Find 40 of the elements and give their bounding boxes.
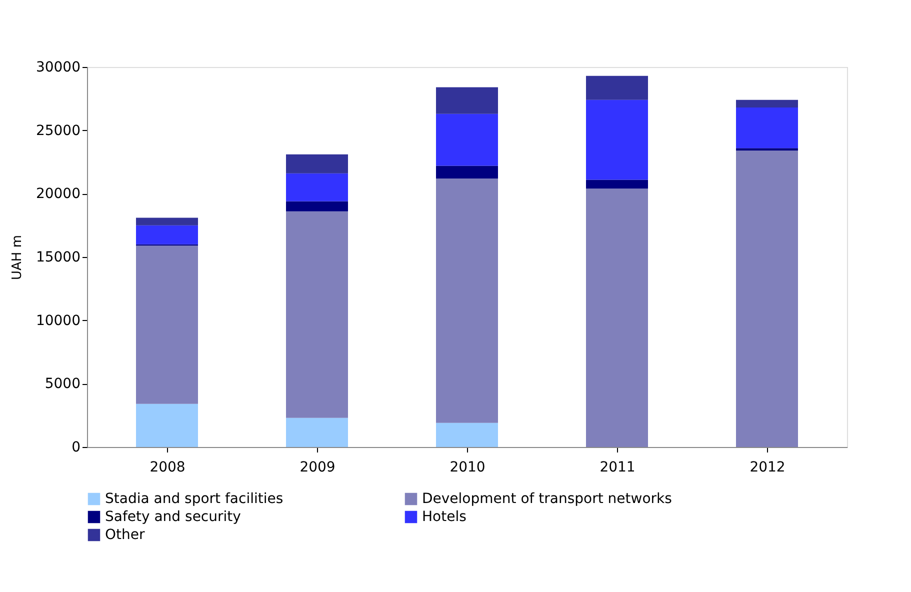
y-axis-title: UAH m [10,235,25,280]
bar [286,201,348,212]
legend-label: Other [105,527,145,543]
bar [436,178,498,423]
bar [286,211,348,418]
x-tick-label: 2009 [300,460,336,476]
bar [586,180,648,189]
y-tick-label: 0 [72,440,80,456]
x-tick-label: 2012 [750,460,786,476]
y-tick-label: 5000 [44,376,80,392]
x-tick-label: 2008 [150,460,186,476]
legend-label: Development of transport networks [422,491,672,507]
bar [436,114,498,166]
legend-label: Safety and security [105,509,241,525]
bar [586,188,648,447]
bar [136,246,198,404]
bar [136,225,198,244]
bar [436,166,498,178]
bar [736,150,798,447]
bar [286,173,348,202]
bar [286,418,348,447]
legend-label: Stadia and sport facilities [105,491,284,507]
x-tick-label: 2011 [600,460,636,476]
y-tick-label: 10000 [36,312,80,329]
bar [436,422,498,447]
bar [136,218,198,226]
bar [736,100,798,108]
x-tick-label: 2010 [450,460,486,476]
y-tick-label: 25000 [36,122,80,139]
y-tick-label: 30000 [36,60,80,76]
legend-label: Hotels [422,509,466,525]
bar [286,154,348,174]
y-tick-label: 20000 [36,186,80,202]
bar [586,100,648,180]
y-tick-label: 15000 [36,250,80,266]
bar [736,108,798,148]
bar [436,87,498,114]
bar [736,148,798,151]
bar [586,76,648,100]
bar [136,404,198,447]
